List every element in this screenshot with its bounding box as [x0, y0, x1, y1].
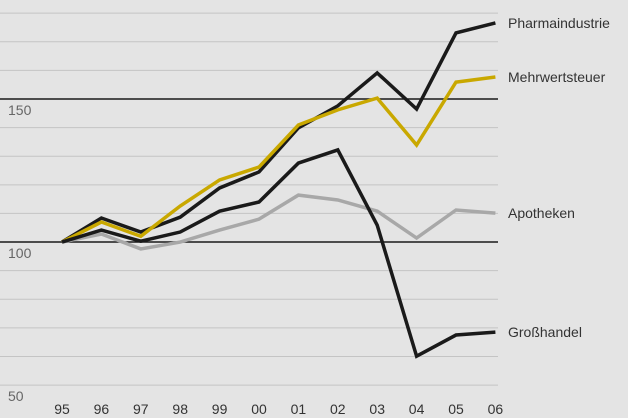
x-tick-label: 00: [251, 401, 267, 417]
x-tick-label: 03: [369, 401, 385, 417]
x-tick-label: 95: [54, 401, 70, 417]
series-line: [61, 75, 496, 244]
series-line: [61, 21, 496, 244]
x-tick-label: 04: [409, 401, 425, 417]
series-label: Mehrwertsteuer: [508, 69, 606, 85]
y-tick-label: 50: [8, 388, 24, 404]
series-label: Pharmaindustrie: [508, 15, 610, 31]
x-tick-label: 97: [133, 401, 149, 417]
y-tick-label: 100: [8, 245, 32, 261]
x-tick-label: 98: [172, 401, 188, 417]
series-line: [61, 193, 496, 251]
x-tick-label: 01: [291, 401, 307, 417]
y-tick-label: 150: [8, 102, 32, 118]
x-tick-label: 96: [94, 401, 110, 417]
x-tick-label: 05: [448, 401, 464, 417]
series-label: Großhandel: [508, 324, 582, 340]
x-tick-label: 99: [212, 401, 228, 417]
x-tick-label: 02: [330, 401, 346, 417]
series-line: [61, 147, 496, 359]
x-tick-label: 06: [488, 401, 504, 417]
series-label: Apotheken: [508, 205, 575, 221]
